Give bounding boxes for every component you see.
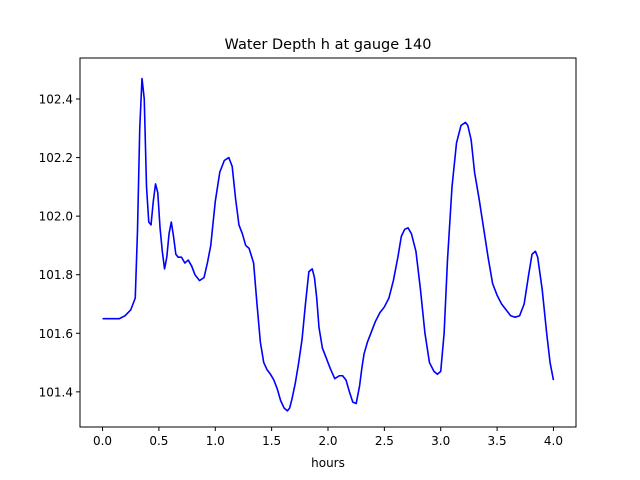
- y-tick-label: 101.8: [39, 268, 73, 282]
- x-tick-label: 3.5: [488, 434, 507, 448]
- plot-frame: [79, 57, 577, 428]
- series-line-0: [102, 77, 555, 412]
- y-tick-label: 102.2: [39, 151, 73, 165]
- x-axis-ticks: 0.0 0.5 1.0 1.5 2.0 2.5 3.0 3.5 4.0: [93, 427, 563, 448]
- x-tick-label: 2.0: [318, 434, 337, 448]
- x-tick-label: 2.5: [375, 434, 394, 448]
- x-tick-label: 0.0: [93, 434, 112, 448]
- y-tick-label: 102.0: [39, 210, 73, 224]
- x-tick-label: 1.0: [206, 434, 225, 448]
- chart-title: Water Depth h at gauge 140: [225, 37, 432, 53]
- x-tick-label: 3.0: [431, 434, 450, 448]
- y-axis-ticks: 101.4 101.6 101.8 102.0 102.2 102.4: [39, 93, 80, 399]
- y-tick-label: 102.4: [39, 93, 73, 107]
- x-tick-label: 1.5: [262, 434, 281, 448]
- plot-line-layer: [102, 77, 555, 412]
- x-tick-label: 0.5: [149, 434, 168, 448]
- y-tick-label: 101.4: [39, 385, 73, 399]
- y-tick-label: 101.6: [39, 327, 73, 341]
- x-tick-label: 4.0: [544, 434, 563, 448]
- x-axis-label: hours: [311, 456, 345, 470]
